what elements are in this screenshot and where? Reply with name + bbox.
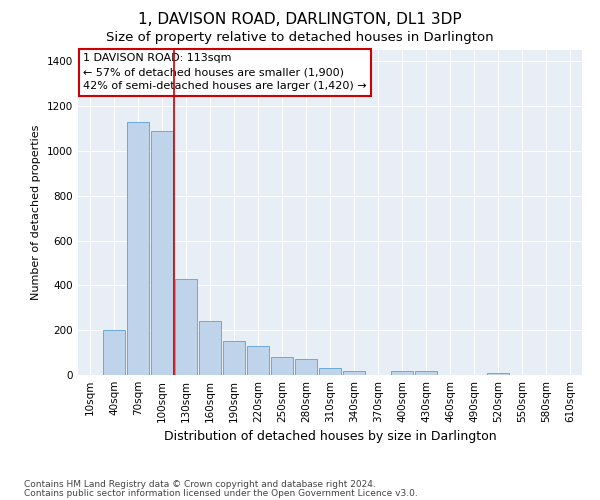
Bar <box>199 321 221 375</box>
Bar <box>415 370 437 375</box>
Bar <box>151 130 173 375</box>
Bar <box>295 360 317 375</box>
Bar <box>103 330 125 375</box>
Text: Contains HM Land Registry data © Crown copyright and database right 2024.: Contains HM Land Registry data © Crown c… <box>24 480 376 489</box>
Bar <box>391 370 413 375</box>
Text: Contains public sector information licensed under the Open Government Licence v3: Contains public sector information licen… <box>24 489 418 498</box>
Bar <box>487 373 509 375</box>
Y-axis label: Number of detached properties: Number of detached properties <box>31 125 41 300</box>
Text: Size of property relative to detached houses in Darlington: Size of property relative to detached ho… <box>106 31 494 44</box>
Bar <box>175 278 197 375</box>
Bar <box>247 346 269 375</box>
Text: 1, DAVISON ROAD, DARLINGTON, DL1 3DP: 1, DAVISON ROAD, DARLINGTON, DL1 3DP <box>138 12 462 28</box>
Bar <box>271 357 293 375</box>
Text: 1 DAVISON ROAD: 113sqm
← 57% of detached houses are smaller (1,900)
42% of semi-: 1 DAVISON ROAD: 113sqm ← 57% of detached… <box>83 53 367 91</box>
Bar <box>319 368 341 375</box>
X-axis label: Distribution of detached houses by size in Darlington: Distribution of detached houses by size … <box>164 430 496 443</box>
Bar <box>343 370 365 375</box>
Bar <box>223 342 245 375</box>
Bar <box>127 122 149 375</box>
